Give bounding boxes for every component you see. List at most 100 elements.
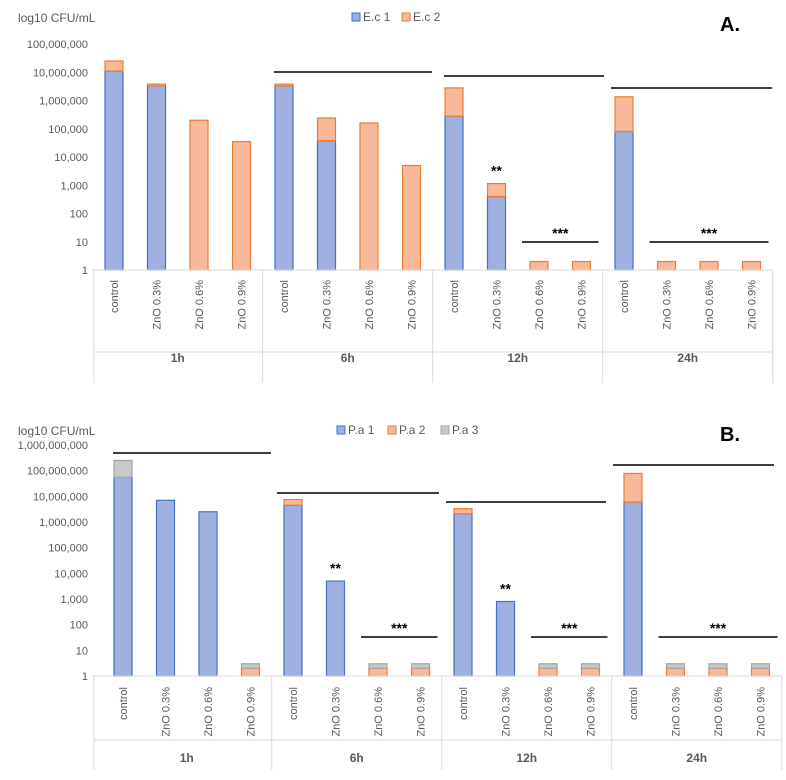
bar-segment [113,476,133,677]
category-label: ZnO 0.3% [501,687,513,737]
significance-label: *** [391,620,408,636]
group-label: 6h [350,751,364,765]
bar-segment [529,260,549,271]
bar-segment [656,260,677,271]
y-tick-label: 10,000,000 [33,491,88,503]
category-label: ZnO 0.9% [237,280,249,330]
y-axis-title: log10 CFU/mL [18,424,96,438]
category-label: ZnO 0.9% [577,280,589,330]
legend-label: P.a 1 [348,423,375,437]
bar-segment [453,508,473,515]
bar-segment [614,130,634,271]
y-tick-label: 1,000,000 [39,517,88,529]
y-tick-label: 1 [82,671,88,683]
category-label: ZnO 0.9% [586,687,598,737]
bar-segment [104,70,124,271]
legend-swatch [440,425,450,435]
bar-segment [708,667,728,677]
bar-segment [495,600,516,677]
legend-label: E.c 1 [363,10,391,24]
bar-segment [741,260,762,271]
y-tick-label: 100 [70,620,88,632]
significance-label: ** [330,560,341,576]
bar-segment [316,140,337,271]
bar-segment [486,182,507,198]
bar-segment [708,663,728,669]
y-tick-label: 1,000 [60,594,88,606]
bar-segment [240,663,261,669]
bar-segment [155,499,176,677]
bar-segment [401,164,422,271]
bar-segment [368,667,388,677]
bar-segment [580,663,601,669]
category-label: ZnO 0.9% [416,687,428,737]
bar-segment [750,663,771,669]
significance-label: ** [491,163,502,179]
bar-segment [274,83,294,87]
category-label: ZnO 0.6% [373,687,385,737]
category-label: ZnO 0.9% [246,687,258,737]
y-tick-label: 10 [76,237,88,249]
bar-segment [189,119,209,271]
panel-label: B. [720,424,740,446]
bar-segment [410,663,431,669]
bar-segment [146,83,167,87]
bar-segment [410,667,431,677]
y-tick-label: 1,000 [60,180,88,192]
category-label: ZnO 0.9% [407,280,419,330]
bar-segment [614,96,634,133]
y-tick-label: 10,000 [54,568,88,580]
bar-segment [623,472,643,503]
bar-segment [231,141,252,271]
bar-segment [359,122,379,271]
category-label: ZnO 0.3% [152,280,164,330]
category-label: control [458,687,470,720]
bar-segment [274,85,294,271]
y-tick-label: 10,000 [54,152,88,164]
bar-segment [316,117,337,142]
category-label: ZnO 0.6% [704,280,716,330]
y-axis-title: log10 CFU/mL [18,11,96,25]
group-label: 24h [677,351,698,365]
bar-segment [623,501,643,677]
significance-label: *** [552,225,569,241]
category-label: ZnO 0.9% [747,280,759,330]
bar-segment [750,667,771,677]
category-label: control [449,280,461,313]
bar-segment [486,195,507,271]
group-label: 1h [171,351,185,365]
category-label: ZnO 0.3% [331,687,343,737]
category-label: ZnO 0.3% [322,280,334,330]
category-label: control [619,280,631,313]
chart-panel-a: 1 10 100 1,000 10,000 100,000 1,000,000 10,000,… [18,10,774,383]
group-label: 12h [507,351,528,365]
category-label: ZnO 0.3% [671,687,683,737]
bar-segment [571,260,592,271]
bar-segment [453,513,473,677]
bar-segment [665,663,686,669]
category-label: control [118,687,130,720]
category-label: ZnO 0.6% [713,687,725,737]
category-label: ZnO 0.9% [756,687,768,737]
bar-segment [113,459,133,478]
bar-segment [538,667,558,677]
category-label: ZnO 0.3% [662,280,674,330]
y-tick-label: 1 [82,265,88,277]
category-label: ZnO 0.6% [364,280,376,330]
category-label: control [279,280,291,313]
category-label: ZnO 0.6% [203,687,215,737]
legend-swatch [401,12,411,22]
category-label: ZnO 0.3% [492,280,504,330]
y-tick-label: 1,000,000 [39,96,88,108]
bar-segment [283,504,303,677]
legend-swatch [387,425,397,435]
y-tick-label: 1,000,000,000 [18,440,88,452]
bar-segment [283,498,303,506]
y-tick-label: 100 [70,209,88,221]
bar-segment [580,667,601,677]
category-label: ZnO 0.6% [534,280,546,330]
bar-segment [665,667,686,677]
bar-segment [104,60,124,72]
legend-label: P.a 3 [452,423,479,437]
